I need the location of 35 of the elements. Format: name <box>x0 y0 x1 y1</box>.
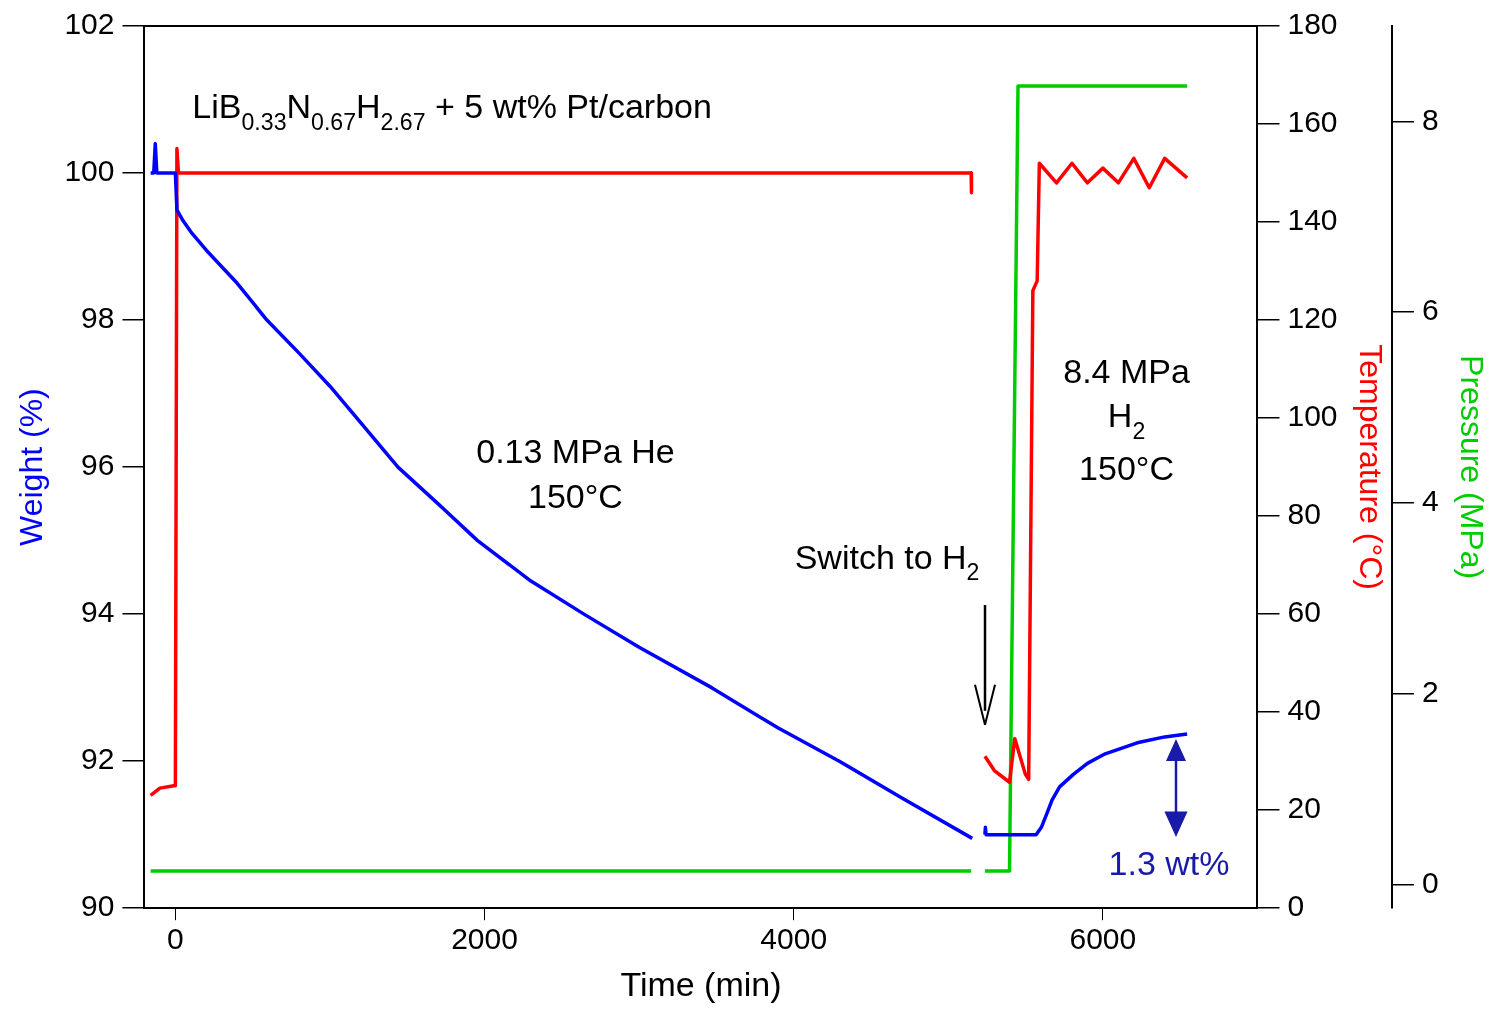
y2-tick-label: 0 <box>1287 889 1305 923</box>
y2-tick-label: 180 <box>1287 7 1338 41</box>
y-tick-label: 102 <box>64 7 115 41</box>
y-tick-label: 92 <box>81 742 115 776</box>
y-tick-label: 96 <box>81 448 115 482</box>
annotation: 150°C <box>1079 449 1174 488</box>
annotation: 8.4 MPa <box>1063 351 1190 390</box>
y-tick-label: 94 <box>81 595 115 629</box>
y3-tick-label: 6 <box>1421 293 1439 327</box>
y3-tick-label: 0 <box>1421 865 1439 899</box>
annotation: 150°C <box>528 476 623 515</box>
annotation: 1.3 wt% <box>1108 844 1230 883</box>
y2-tick-label: 120 <box>1287 301 1338 335</box>
x-axis-title: Time (min) <box>620 964 782 1003</box>
y2-tick-label: 140 <box>1287 203 1338 237</box>
x-tick-label: 4000 <box>760 922 828 956</box>
y2-tick-label: 60 <box>1287 595 1321 629</box>
y2-tick-label: 20 <box>1287 791 1321 825</box>
y3-axis-title: Pressure (MPa) <box>1453 355 1490 580</box>
y-tick-label: 90 <box>81 889 115 923</box>
y2-tick-label: 40 <box>1287 693 1321 727</box>
y2-tick-label: 160 <box>1287 105 1338 139</box>
y3-tick-label: 2 <box>1421 674 1439 708</box>
annotation: 0.13 MPa He <box>476 432 675 471</box>
x-tick-label: 0 <box>167 922 184 956</box>
y-tick-label: 98 <box>81 301 115 335</box>
x-tick-label: 2000 <box>451 922 518 956</box>
y3-tick-label: 4 <box>1421 484 1439 518</box>
y-tick-label: 100 <box>64 154 115 188</box>
y2-tick-label: 80 <box>1287 497 1321 531</box>
y2-tick-label: 100 <box>1287 399 1338 433</box>
y3-tick-label: 8 <box>1421 102 1439 136</box>
y-axis-title: Weight (%) <box>13 388 50 546</box>
y2-axis-title: Temperature (°C) <box>1352 344 1389 590</box>
x-tick-label: 6000 <box>1069 922 1137 956</box>
